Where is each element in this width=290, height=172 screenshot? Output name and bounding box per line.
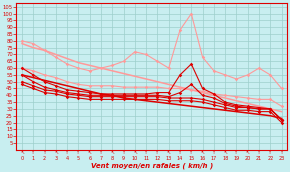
X-axis label: Vent moyen/en rafales ( km/h ): Vent moyen/en rafales ( km/h )	[91, 163, 213, 169]
